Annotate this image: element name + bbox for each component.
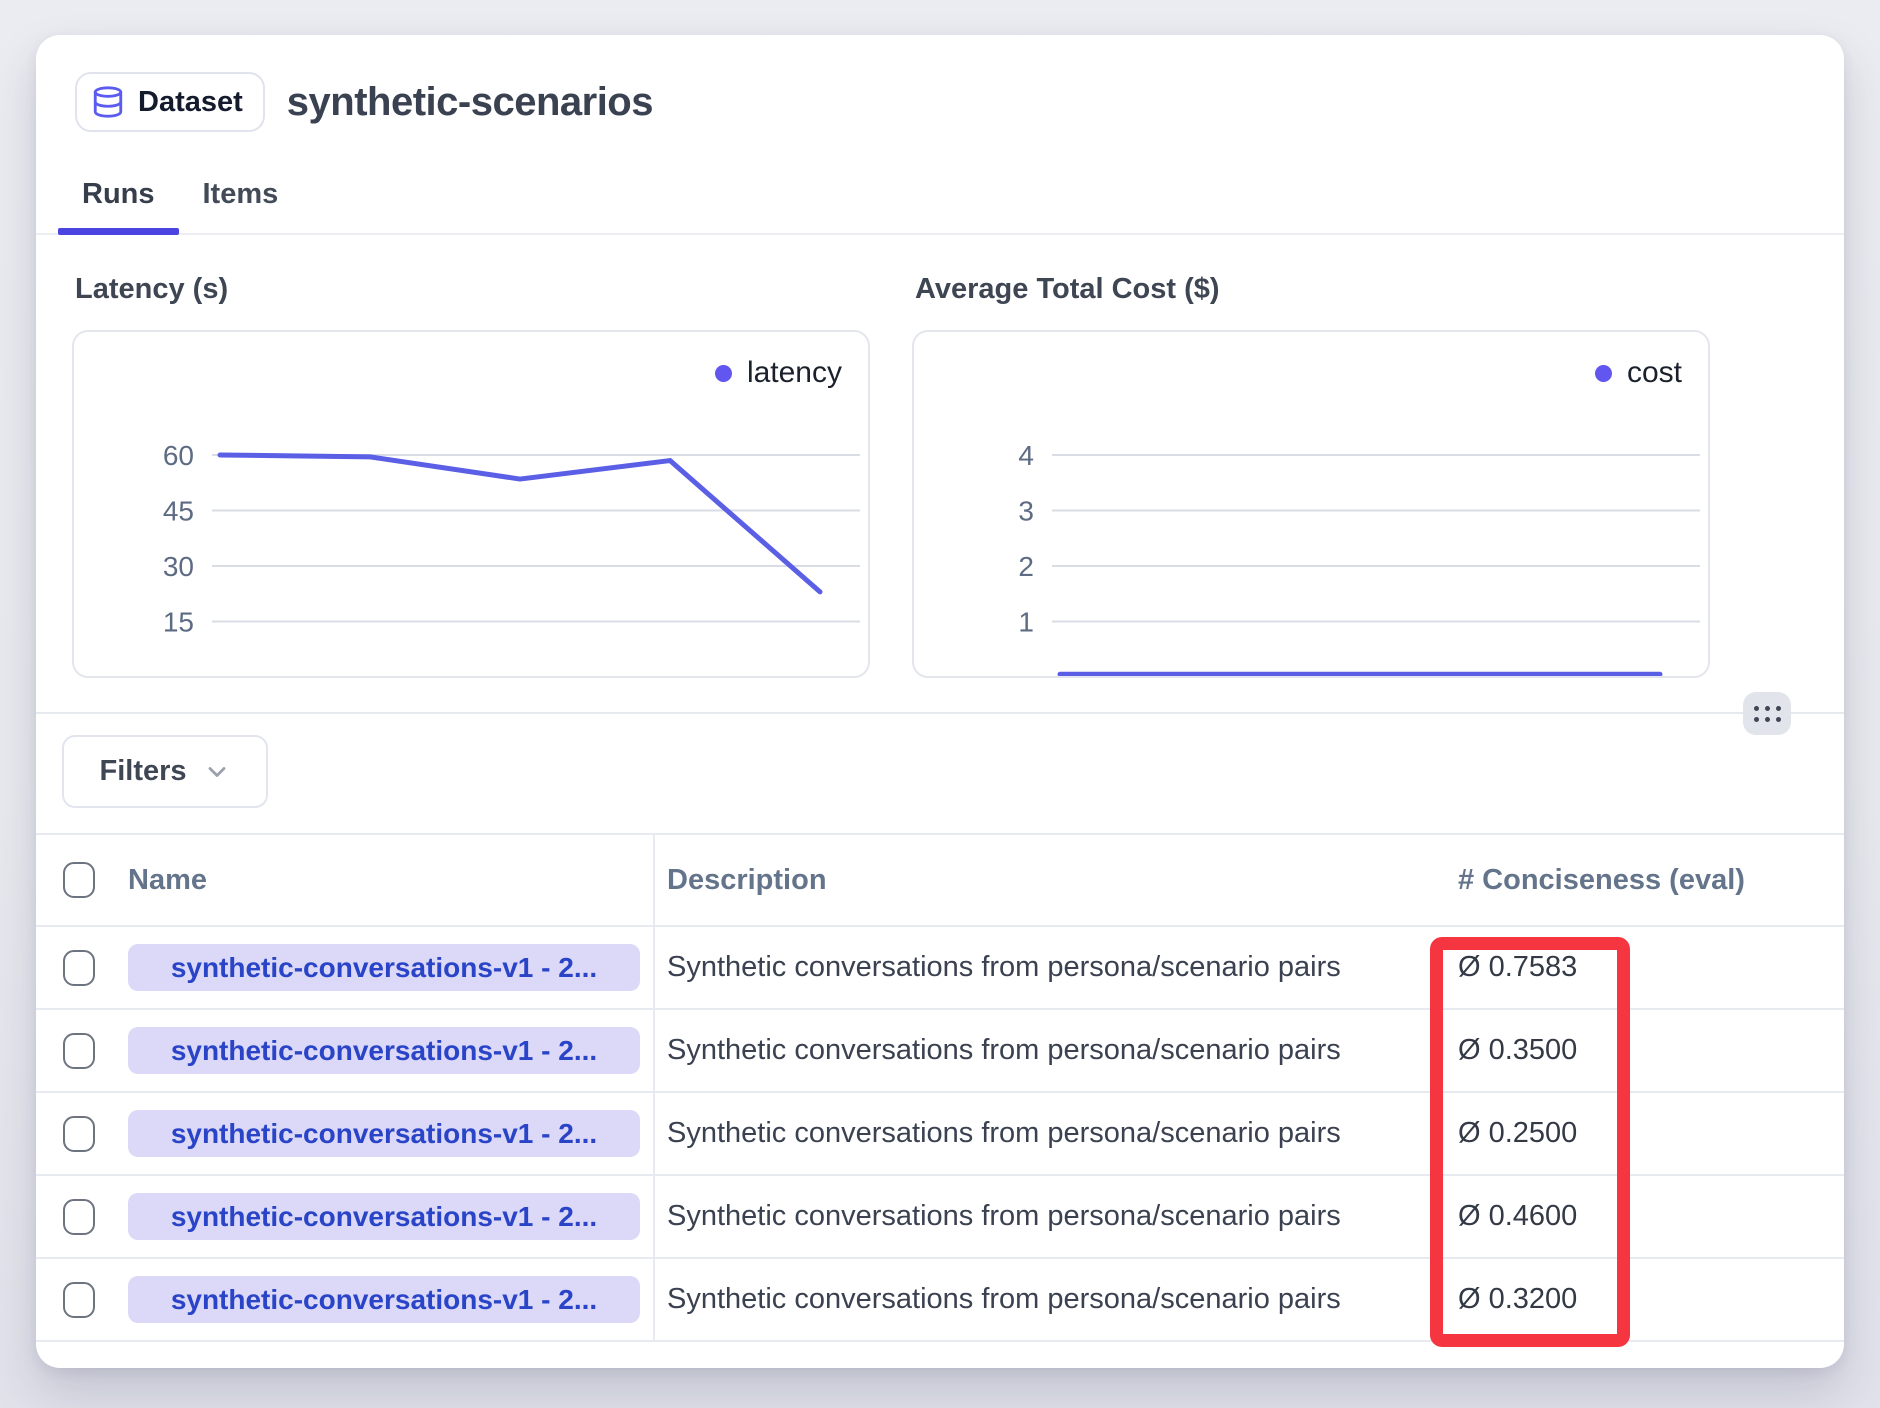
chevron-down-icon — [203, 758, 231, 786]
tab-bar: Runs Items — [36, 162, 1844, 235]
table-row[interactable]: synthetic-conversations-v1 - 2... Synthe… — [36, 1176, 1844, 1259]
run-name-pill[interactable]: synthetic-conversations-v1 - 2... — [128, 1193, 640, 1240]
latency-legend: latency — [715, 356, 842, 390]
column-header-description: Description — [653, 835, 1430, 925]
cost-chart-group: Average Total Cost ($) 1 2 3 4 cost — [912, 273, 1710, 678]
run-name-pill[interactable]: synthetic-conversations-v1 - 2... — [128, 1110, 640, 1157]
cost-line-chart: 1 2 3 4 — [914, 332, 1708, 676]
svg-text:4: 4 — [1018, 440, 1034, 471]
drag-handle-dots-icon — [1754, 706, 1781, 711]
cost-legend: cost — [1595, 356, 1682, 390]
dataset-badge-label: Dataset — [138, 86, 243, 119]
svg-text:1: 1 — [1018, 607, 1034, 638]
run-name-cell: synthetic-conversations-v1 - 2... — [128, 944, 653, 991]
page-title: synthetic-scenarios — [287, 80, 653, 125]
row-checkbox-cell — [36, 1199, 128, 1235]
header-checkbox-cell — [36, 862, 128, 898]
run-description: Synthetic conversations from persona/sce… — [653, 1093, 1430, 1174]
table-row[interactable]: synthetic-conversations-v1 - 2... Synthe… — [36, 1010, 1844, 1093]
tab-items[interactable]: Items — [179, 162, 303, 233]
section-divider — [36, 712, 1844, 714]
cost-legend-label: cost — [1627, 356, 1682, 390]
column-header-name: Name — [128, 864, 653, 897]
latency-chart-title: Latency (s) — [72, 273, 870, 306]
database-icon — [91, 85, 125, 119]
select-all-checkbox[interactable] — [63, 862, 95, 898]
run-description: Synthetic conversations from persona/sce… — [653, 1259, 1430, 1340]
latency-chart-card: 15 30 45 60 latency — [72, 330, 870, 678]
legend-dot-icon — [1595, 365, 1612, 382]
run-conciseness-score: Ø 0.7583 — [1430, 951, 1577, 984]
page-background: Dataset synthetic-scenarios Runs Items L… — [0, 0, 1880, 1408]
drag-handle-dots-icon — [1754, 717, 1781, 722]
run-description: Synthetic conversations from persona/sce… — [653, 1176, 1430, 1257]
cost-chart-card: 1 2 3 4 cost — [912, 330, 1710, 678]
svg-text:60: 60 — [163, 440, 194, 471]
run-name-cell: synthetic-conversations-v1 - 2... — [128, 1276, 653, 1323]
cost-chart-title: Average Total Cost ($) — [912, 273, 1710, 306]
svg-text:45: 45 — [163, 496, 194, 527]
row-checkbox-cell — [36, 1116, 128, 1152]
filters-button-label: Filters — [99, 755, 186, 788]
run-description: Synthetic conversations from persona/sce… — [653, 927, 1430, 1008]
run-conciseness-score: Ø 0.3500 — [1430, 1034, 1577, 1067]
row-checkbox-cell — [36, 1282, 128, 1318]
row-checkbox[interactable] — [63, 950, 95, 986]
run-conciseness-score: Ø 0.4600 — [1430, 1200, 1577, 1233]
run-name-cell: synthetic-conversations-v1 - 2... — [128, 1193, 653, 1240]
header: Dataset synthetic-scenarios — [36, 35, 1844, 132]
drag-handle[interactable] — [1743, 692, 1791, 735]
svg-text:3: 3 — [1018, 496, 1034, 527]
svg-text:2: 2 — [1018, 551, 1034, 582]
latency-legend-label: latency — [747, 356, 842, 390]
charts-section: Latency (s) 15 30 45 60 latency Average Tot… — [36, 235, 1844, 678]
row-checkbox[interactable] — [63, 1199, 95, 1235]
tab-runs[interactable]: Runs — [58, 162, 179, 233]
table-row[interactable]: synthetic-conversations-v1 - 2... Synthe… — [36, 1093, 1844, 1176]
row-checkbox-cell — [36, 950, 128, 986]
run-name-pill[interactable]: synthetic-conversations-v1 - 2... — [128, 944, 640, 991]
run-name-pill[interactable]: synthetic-conversations-v1 - 2... — [128, 1027, 640, 1074]
run-conciseness-score: Ø 0.2500 — [1430, 1117, 1577, 1150]
table-header-row: Name Description # Conciseness (eval) — [36, 835, 1844, 927]
svg-text:15: 15 — [163, 607, 194, 638]
column-header-conciseness: # Conciseness (eval) — [1430, 864, 1745, 897]
svg-text:30: 30 — [163, 551, 194, 582]
run-name-pill[interactable]: synthetic-conversations-v1 - 2... — [128, 1276, 640, 1323]
dataset-badge: Dataset — [75, 72, 265, 132]
filters-row: Filters — [36, 714, 1844, 808]
row-checkbox-cell — [36, 1033, 128, 1069]
run-name-cell: synthetic-conversations-v1 - 2... — [128, 1027, 653, 1074]
row-checkbox[interactable] — [63, 1116, 95, 1152]
dataset-card: Dataset synthetic-scenarios Runs Items L… — [36, 35, 1844, 1368]
run-conciseness-score: Ø 0.3200 — [1430, 1283, 1577, 1316]
row-checkbox[interactable] — [63, 1282, 95, 1318]
runs-table: Name Description # Conciseness (eval) sy… — [36, 833, 1844, 1342]
legend-dot-icon — [715, 365, 732, 382]
run-name-cell: synthetic-conversations-v1 - 2... — [128, 1110, 653, 1157]
filters-button[interactable]: Filters — [62, 735, 268, 808]
table-row[interactable]: synthetic-conversations-v1 - 2... Synthe… — [36, 1259, 1844, 1342]
table-row[interactable]: synthetic-conversations-v1 - 2... Synthe… — [36, 927, 1844, 1010]
latency-chart-group: Latency (s) 15 30 45 60 latency — [72, 273, 870, 678]
row-checkbox[interactable] — [63, 1033, 95, 1069]
run-description: Synthetic conversations from persona/sce… — [653, 1010, 1430, 1091]
